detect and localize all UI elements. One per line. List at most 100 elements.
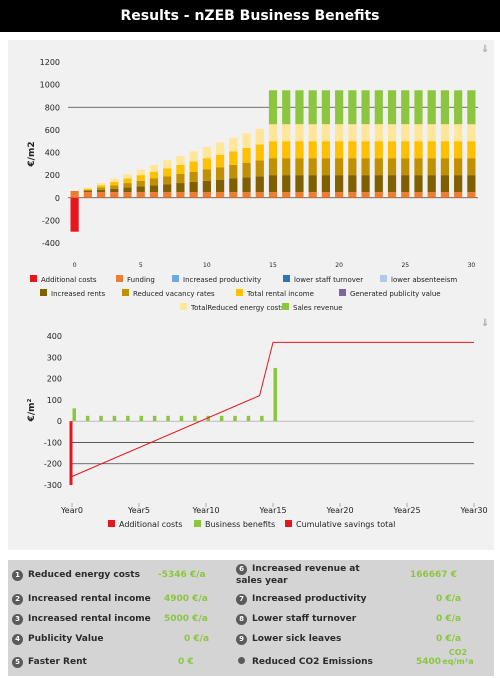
numbered-circle-icon: 7 (236, 594, 247, 605)
legend-swatch (40, 289, 47, 296)
bar-segment (136, 175, 145, 181)
stat-label: Lower sick leaves (252, 634, 342, 644)
bar-segment (401, 141, 410, 159)
legend-swatch (116, 275, 123, 282)
y-tick-label: -200 (44, 460, 62, 469)
bar-segment (96, 187, 106, 190)
y-tick-label: 300 (47, 353, 62, 362)
x-tick-label: Year0 (60, 506, 83, 515)
bar-segment (282, 124, 291, 142)
bar-segment (387, 90, 397, 125)
stat-reduced-co2: Reduced CO2 Emissions (236, 657, 373, 667)
bar-segment (229, 164, 238, 179)
bar-segment (414, 90, 423, 125)
bar-segment (255, 144, 264, 161)
bar-segment (467, 141, 476, 159)
y-tick-label: -100 (44, 438, 62, 447)
legend-label: Generated publicity value (350, 290, 441, 298)
bar-segment (282, 158, 291, 176)
bar-segment (348, 141, 357, 159)
bar-segment (401, 175, 410, 193)
bar-segment (242, 177, 251, 193)
legend-swatch (282, 303, 289, 310)
bar-segment (189, 151, 198, 162)
x-tick-label: Year20 (325, 506, 353, 515)
stat-value: 166667 € (410, 570, 457, 580)
bar-segment (83, 187, 92, 189)
bar-segment (189, 171, 198, 182)
bar-segment (374, 158, 383, 176)
download-icon[interactable]: ⇓ (481, 318, 490, 329)
bar-segment (467, 90, 476, 125)
bar-segment (282, 175, 291, 193)
y-tick-label: 0 (55, 194, 60, 203)
bar-segment (242, 147, 251, 163)
stacked-bar-chart: €/m2 -400 -200 0 200 400 600 800 1000 1200 0 5 10 15 2… (27, 58, 478, 312)
bar-segment (268, 141, 278, 159)
legend-label: lower staff turnover (294, 276, 363, 284)
bar-segment (387, 175, 397, 193)
bar-segment (335, 124, 344, 142)
bar-segment (348, 124, 357, 142)
bar-segment (361, 158, 370, 176)
stat-value: 0 €/a (184, 634, 210, 644)
bar-segment (440, 158, 450, 176)
stat-label: Increased rental income (28, 594, 151, 604)
bar-segment (255, 160, 264, 177)
legend-label: Business benefits (205, 520, 275, 529)
bar-segment (321, 175, 331, 193)
bar-segment (123, 187, 132, 193)
bar-segment (136, 192, 145, 198)
bar (85, 415, 90, 422)
x-tick-label: Year30 (459, 506, 487, 515)
x-tick-label: 5 (139, 262, 143, 269)
legend-swatch (172, 275, 179, 282)
legend-label: Reduced vacancy rates (133, 290, 215, 298)
bar-segment (163, 192, 172, 198)
bar-segment (176, 173, 185, 184)
bar-segment (229, 137, 238, 152)
download-icon[interactable]: ⇓ (481, 44, 490, 55)
bar-segment (202, 169, 211, 181)
bar-segment (70, 190, 79, 198)
bar-segment (149, 171, 159, 179)
bar-segment (215, 179, 225, 193)
bar-segment (215, 192, 225, 198)
bar (152, 415, 157, 422)
bar-segment (242, 162, 251, 178)
bar-segment (454, 175, 463, 193)
bar-segment (189, 181, 198, 193)
bar-segment (176, 155, 185, 165)
page-title: Results - nZEB Business Benefits (120, 8, 380, 24)
y-tick-label: 1200 (40, 58, 60, 67)
bar-segment (308, 192, 317, 198)
bar-segment (427, 192, 436, 198)
bar-segment (427, 124, 436, 142)
x-tick-label: Year15 (258, 506, 286, 515)
bar-segment (401, 158, 410, 176)
legend-label: Increased productivity (183, 276, 261, 284)
bar (193, 415, 197, 422)
bar-segment (387, 124, 397, 142)
bar-segment (335, 90, 344, 125)
bar (99, 415, 103, 422)
bar-segment (268, 192, 278, 198)
y-tick-label: 600 (45, 126, 60, 135)
bar-segment (268, 90, 278, 125)
bar (206, 415, 210, 422)
bar-segment (401, 90, 410, 125)
numbered-circle-icon: 3 (12, 614, 23, 625)
bar-segment (374, 141, 383, 159)
bar-segment (361, 90, 370, 125)
bar-segment (96, 189, 106, 193)
stat-reduced-energy-costs: 1 Reduced energy costs (12, 570, 140, 581)
legend-label: Sales revenue (293, 304, 343, 312)
bar-segment (401, 192, 410, 198)
bar-segment (335, 158, 344, 176)
bar-segment (163, 160, 172, 169)
bar-segment (467, 192, 476, 198)
bar-segment (229, 178, 238, 193)
bar-segment (387, 192, 397, 198)
bar-segment (149, 185, 159, 193)
stat-label: Reduced energy costs (28, 570, 140, 580)
